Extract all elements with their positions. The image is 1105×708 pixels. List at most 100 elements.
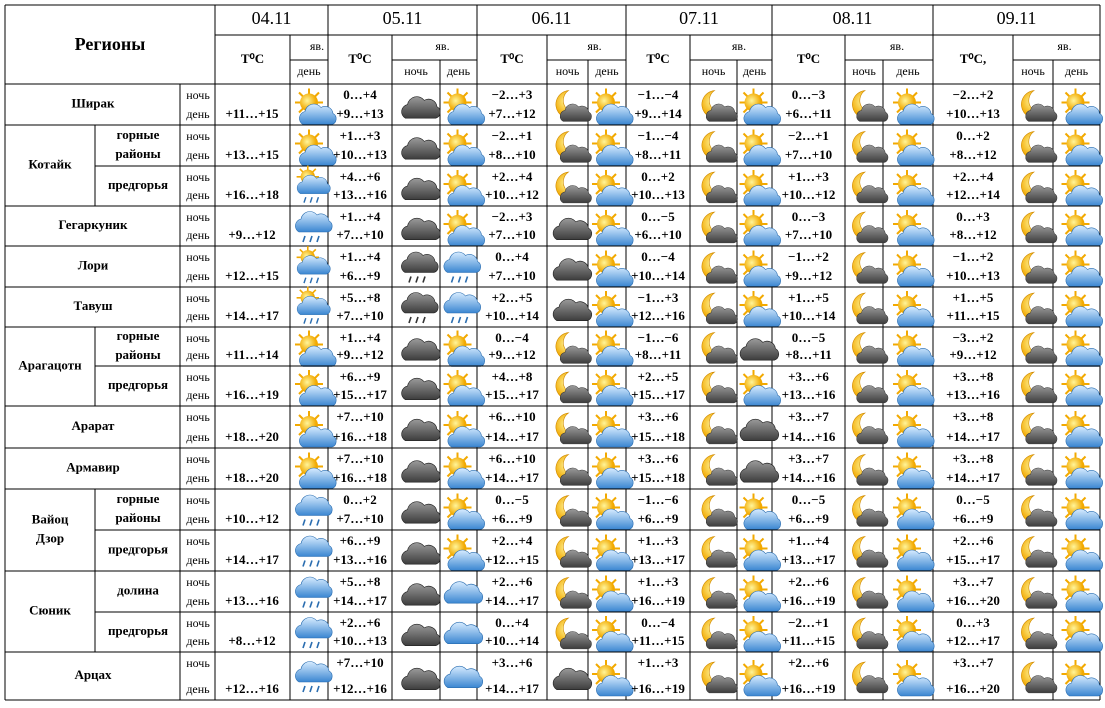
- weather-icon: [402, 543, 441, 565]
- temp-day: +16…+19: [782, 593, 836, 608]
- subregion-name: предгорья: [108, 177, 168, 192]
- weather-icon: [402, 461, 441, 483]
- temp: +14…+17: [225, 308, 279, 323]
- weather-icon: [1062, 331, 1103, 367]
- weather-icon: [295, 453, 336, 489]
- temp-night: −3…+2: [953, 330, 994, 345]
- date: 09.11: [997, 8, 1037, 28]
- region-name: Вайоц: [32, 511, 69, 526]
- temp-night: +3…+7: [788, 409, 829, 424]
- night-label: ночь: [186, 331, 210, 345]
- weather-icon: [592, 576, 633, 612]
- temp-day: +14…+17: [485, 593, 539, 608]
- temp: +13…+16: [225, 593, 279, 608]
- weather-icon: [592, 370, 633, 406]
- weather-icon: [444, 453, 485, 489]
- temp-day: +14…+17: [485, 429, 539, 444]
- weather-icon: [295, 331, 336, 367]
- day-label: день: [186, 309, 210, 323]
- temp-night: +7…+10: [336, 451, 383, 466]
- subregion-name: долина: [117, 582, 159, 597]
- temp-day: +9…+12: [785, 268, 832, 283]
- temp-night: −1…+3: [638, 290, 679, 305]
- icon-group: яв.: [310, 39, 324, 53]
- night-label: ночь: [186, 370, 210, 384]
- night-label: ночь: [186, 250, 210, 264]
- temp-night: 0…−5: [495, 492, 529, 507]
- weather-icon: [592, 331, 633, 367]
- temp: +18…+20: [225, 429, 279, 444]
- temp-day: +6…+9: [492, 511, 533, 526]
- weather-icon: [592, 411, 633, 447]
- temp-night: −1…−6: [638, 492, 679, 507]
- weather-icon: [402, 138, 441, 160]
- temp-night: +2…+6: [340, 615, 381, 630]
- weather-icon: [556, 618, 592, 649]
- temp-night: +2…+4: [953, 169, 994, 184]
- weather-icon: [1062, 291, 1103, 327]
- weather-icon: [402, 218, 441, 240]
- weather-icon: [893, 89, 934, 125]
- temp-day: +10…+14: [485, 633, 539, 648]
- temp-night: 0…+4: [495, 615, 529, 630]
- weather-icon: [402, 624, 441, 646]
- temp-night: 0…−5: [792, 330, 826, 345]
- temp-night: −1…−6: [638, 330, 679, 345]
- weather-icon: [556, 455, 592, 486]
- temp-day: +7…+10: [336, 308, 383, 323]
- weather-icon: [1062, 660, 1103, 696]
- subregion-name: районы: [115, 347, 160, 362]
- icon-group: яв.: [587, 39, 601, 53]
- temp-day: +9…+13: [336, 106, 384, 121]
- temp: +12…+16: [225, 681, 279, 696]
- temp-night: +1…+3: [788, 169, 829, 184]
- temp-day: +10…+14: [485, 308, 539, 323]
- weather-icon: [556, 91, 592, 122]
- temp-day: +10…+14: [631, 268, 685, 283]
- temp-night: +2…+4: [492, 533, 533, 548]
- night-label: ночь: [186, 534, 210, 548]
- temp-night: +1…+4: [340, 249, 381, 264]
- temp-night: +7…+10: [336, 655, 383, 670]
- weather-icon: [402, 584, 441, 606]
- temp-header: T⁰C: [797, 51, 820, 66]
- weather-icon: [893, 251, 934, 287]
- weather-icon: [295, 495, 332, 526]
- temp-day: +6…+9: [788, 511, 829, 526]
- weather-icon: [702, 455, 738, 486]
- region-name: Сюник: [29, 602, 71, 617]
- temp-night: +1…+3: [638, 574, 679, 589]
- weather-icon: [295, 577, 332, 608]
- weather-icon: [1062, 576, 1103, 612]
- weather-icon: [553, 668, 592, 690]
- temp-day: +16…+19: [631, 681, 685, 696]
- weather-icon: [702, 253, 738, 284]
- weather-icon: [556, 372, 592, 403]
- temp-day: +15…+17: [485, 387, 539, 402]
- temp-night: −1…−4: [638, 87, 679, 102]
- temp-night: −2…+1: [492, 128, 533, 143]
- weather-icon: [556, 172, 592, 203]
- temp-day: +15…+17: [333, 387, 387, 402]
- weather-icon: [1062, 210, 1103, 246]
- temp-night: 0…−5: [641, 209, 675, 224]
- weather-icon: [1021, 172, 1057, 203]
- temp-night: +6…+10: [488, 451, 535, 466]
- temp-day: +9…+12: [949, 347, 996, 362]
- temp-day: +16…+20: [946, 593, 1000, 608]
- temp-night: −2…+2: [953, 87, 994, 102]
- weather-icon: [1021, 91, 1057, 122]
- weather-icon: [1062, 251, 1103, 287]
- weather-icon: [1021, 293, 1057, 324]
- temp-night: +3…+6: [638, 451, 679, 466]
- temp-day: +9…+12: [488, 347, 535, 362]
- night-label: ночь: [186, 452, 210, 466]
- temp-night: 0…−5: [792, 492, 826, 507]
- weather-icon: [592, 251, 633, 287]
- temp-day: +12…+16: [333, 681, 387, 696]
- temp-night: +3…+6: [638, 409, 679, 424]
- weather-icon: [444, 252, 481, 283]
- temp-night: +1…+4: [340, 330, 381, 345]
- temp-day: +8…+12: [949, 227, 996, 242]
- weather-icon: [556, 413, 592, 444]
